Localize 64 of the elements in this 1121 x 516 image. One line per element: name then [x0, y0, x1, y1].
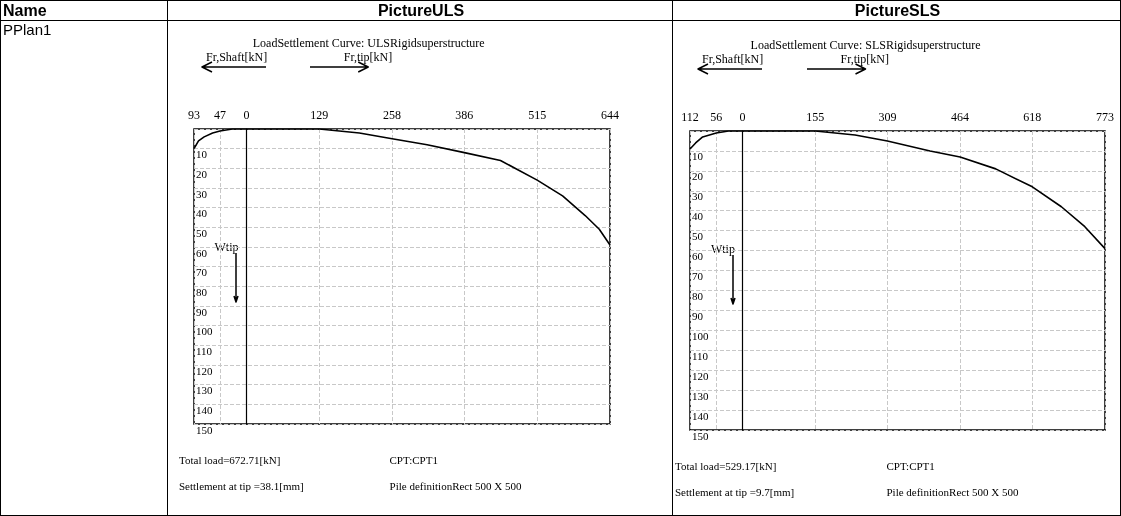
chart-subtitle: LoadSettlement Curve: SLSRigidsuperstructure: [750, 38, 981, 52]
y-tick-label: 30: [196, 187, 208, 200]
x-tick-label: 93: [188, 108, 200, 122]
text: Fr,Shaft[kN]: [206, 50, 268, 64]
y-tick-label: 30: [692, 190, 704, 203]
text: Pile definitionRect 500 X 500: [389, 479, 522, 492]
x-tick-label: 56: [710, 110, 723, 124]
y-tick-label: 40: [196, 207, 208, 220]
y-tick-label: 140: [196, 403, 213, 416]
y-tick-label: 100: [196, 325, 213, 338]
y-tick-label: 90: [196, 305, 208, 318]
y-tick-label: 60: [196, 246, 208, 259]
text: Fr,Shaft[kN]: [702, 52, 764, 66]
x-tick-label: 309: [878, 110, 897, 124]
x-tick-label: 386: [455, 108, 474, 122]
y-tick-label: 110: [692, 349, 709, 362]
text: CPT:CPT1: [389, 453, 438, 466]
y-tick-label: 70: [196, 266, 208, 279]
y-tick-label: 10: [692, 150, 704, 163]
text: CPT:CPT1: [886, 459, 935, 472]
y-tick-label: 150: [692, 429, 709, 442]
text: Settlement at tip =38.1[mm]: [179, 479, 304, 492]
y-tick-label: 10: [196, 148, 208, 161]
y-tick-label: 20: [692, 170, 704, 183]
x-tick-label: 773: [1096, 110, 1114, 124]
x-tick-label: 112: [681, 110, 699, 124]
x-tick-label: 464: [951, 110, 970, 124]
text: Settlement at tip =9.7[mm]: [675, 485, 795, 498]
y-tick-label: 120: [196, 364, 213, 377]
y-tick-label: 90: [692, 309, 704, 322]
x-tick-label: 618: [1023, 110, 1042, 124]
y-tick-label: 80: [692, 289, 704, 302]
y-tick-label: 110: [196, 344, 213, 357]
y-tick-label: 140: [692, 409, 709, 422]
x-tick-label: 47: [213, 108, 226, 122]
y-tick-label: 130: [196, 384, 213, 397]
x-axis-title: Fr,tip[kN]: [840, 52, 889, 66]
text: Total load=529.17[kN]: [675, 459, 777, 472]
y-tick-label: 50: [692, 230, 704, 243]
x-tick-label: 258: [383, 108, 402, 122]
y-tick-label: 70: [692, 270, 704, 283]
y-tick-label: 150: [196, 423, 213, 436]
x-axis-title: Fr,tip[kN]: [343, 50, 393, 64]
y-tick-label: 130: [692, 389, 709, 402]
y-tick-label: 120: [692, 369, 709, 382]
y-tick-label: 60: [692, 250, 704, 263]
x-tick-label: 0: [739, 110, 746, 124]
y-tick-label: 100: [692, 329, 709, 342]
y-tick-label: 40: [692, 210, 704, 223]
y-tick-label: 50: [196, 226, 208, 239]
text: Total load=672.71[kN]: [179, 453, 281, 466]
x-tick-label: 0: [243, 108, 250, 122]
chart-subtitle: LoadSettlement Curve: ULSRigidsuperstructure: [252, 36, 485, 50]
y-tick-label: 20: [196, 167, 208, 180]
y-tick-label: 80: [196, 285, 208, 298]
chart-title: PictureULS: [167, 0, 673, 21]
x-tick-label: 129: [310, 108, 329, 122]
x-tick-label: 644: [601, 108, 619, 122]
text: PPlan1: [3, 21, 53, 38]
text: Name: [0, 0, 168, 21]
x-tick-label: 515: [528, 108, 547, 122]
text: Pile definitionRect 500 X 500: [886, 485, 1019, 498]
x-tick-label: 155: [806, 110, 825, 124]
chart-title: PictureSLS: [672, 0, 1121, 21]
